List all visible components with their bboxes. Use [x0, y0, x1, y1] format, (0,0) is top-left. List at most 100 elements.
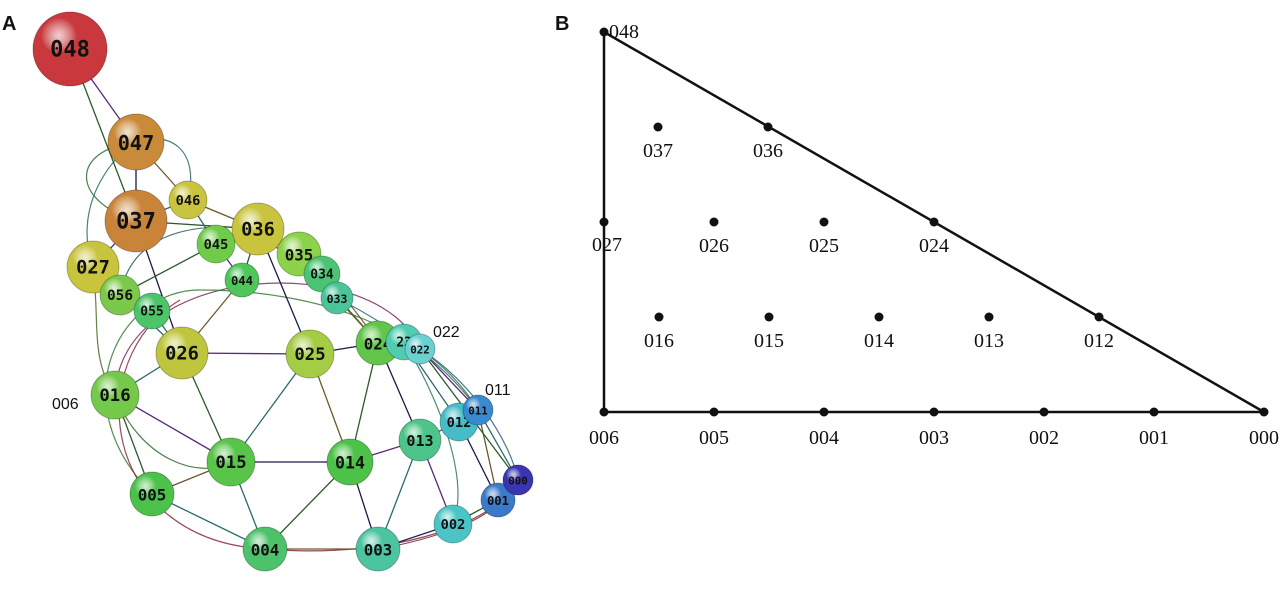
node-025: 025: [285, 329, 335, 379]
triangle-label: 004: [809, 427, 839, 449]
node-033: 033: [320, 281, 354, 315]
network-nodes: 048 047 037 046 036 027 045 044 035 034 033 056 055 0…: [32, 11, 534, 572]
node-022: 022: [404, 333, 436, 365]
node-highlight: [129, 471, 175, 517]
triangle-dot: [709, 407, 719, 417]
node-highlight: [231, 202, 285, 256]
node-016: 016: [90, 370, 140, 420]
triangle-point-024: 024: [919, 217, 949, 257]
panel-b-letter: B: [555, 13, 569, 35]
node-label: 035: [285, 246, 314, 265]
node-055: 055: [133, 292, 171, 330]
triangle-point-048: 048: [599, 21, 639, 43]
node-highlight: [433, 504, 473, 544]
triangle-point-025: 025: [809, 217, 839, 257]
node-label: 003: [364, 541, 393, 560]
node-014: 014: [326, 438, 374, 486]
node-label: 000: [508, 475, 528, 488]
node-label: 046: [176, 193, 201, 209]
node-highlight: [355, 526, 401, 572]
triangle-point-026: 026: [699, 217, 729, 257]
node-035: 035: [276, 231, 322, 277]
triangle-dot: [874, 312, 884, 322]
node-highlight: [104, 189, 168, 253]
node-044: 044: [224, 262, 260, 298]
node-label: 022: [410, 344, 430, 357]
node-highlight: [462, 394, 494, 426]
triangle-point-027: 027: [592, 217, 622, 256]
node-highlight: [480, 482, 516, 518]
node-label: 045: [204, 237, 229, 253]
triangle-dot: [599, 217, 609, 227]
node-highlight: [32, 11, 108, 87]
node-002: 002: [433, 504, 473, 544]
node-label: 025: [294, 345, 325, 365]
triangle-dot: [1149, 407, 1159, 417]
triangle-point-037: 037: [643, 122, 673, 162]
node-label: 027: [76, 258, 110, 279]
triangle-point-016: 016: [644, 312, 674, 352]
node-highlight: [133, 292, 171, 330]
node-highlight: [196, 224, 236, 264]
node-005: 005: [129, 471, 175, 517]
node-label: 044: [231, 274, 253, 288]
triangle-label: 025: [809, 235, 839, 257]
triangle-point-002: 002: [1029, 407, 1059, 449]
triangle-label: 000: [1249, 427, 1279, 449]
triangle-dot: [984, 312, 994, 322]
triangle-point-001: 001: [1139, 407, 1169, 449]
node-label: 001: [487, 494, 509, 508]
node-highlight: [90, 370, 140, 420]
triangle-dot: [654, 312, 664, 322]
triangle-dot: [653, 122, 663, 132]
node-015: 015: [206, 437, 256, 487]
node-highlight: [242, 526, 288, 572]
triangle-point-004: 004: [809, 407, 839, 449]
triangle-point-005: 005: [699, 407, 729, 449]
triangle-label: 026: [699, 235, 729, 257]
node-label: 036: [241, 220, 275, 241]
node-label: 002: [441, 517, 466, 533]
node-label: 012: [447, 415, 472, 431]
network-curve: [118, 299, 266, 550]
triangle-dot: [929, 217, 939, 227]
triangle-label: 037: [643, 140, 673, 162]
triangle-dot: [1094, 312, 1104, 322]
triangle-dot: [819, 217, 829, 227]
node-047: 047: [107, 113, 165, 171]
node-label: 033: [327, 292, 348, 306]
triangle-point-015: 015: [754, 312, 784, 352]
node-label: 011: [468, 405, 488, 418]
triangle-point-003: 003: [919, 407, 949, 449]
node-label: 005: [138, 486, 167, 505]
external-label-006: 006: [52, 396, 79, 413]
external-label-011: 011: [485, 382, 511, 399]
triangle-dot: [763, 122, 773, 132]
node-label: 056: [107, 288, 133, 304]
triangle-dot: [1259, 407, 1269, 417]
triangle-label: 048: [609, 21, 639, 43]
node-034: 034: [303, 255, 341, 293]
node-highlight: [206, 437, 256, 487]
node-000: 000: [502, 464, 534, 496]
node-011: 011: [462, 394, 494, 426]
triangle-point-000: 000: [1249, 407, 1279, 449]
triangle-label: 024: [919, 235, 949, 257]
node-004: 004: [242, 526, 288, 572]
triangle-points: 048 037 036 027 026 025 024 016 015 014 013 012 006 0…: [589, 21, 1279, 449]
panel-a: A 048 047 037 046 036 027 045 044 035 034 033 056 05…: [2, 11, 534, 572]
node-highlight: [107, 113, 165, 171]
triangle-label: 002: [1029, 427, 1059, 449]
node-024: 024: [355, 320, 401, 366]
panel-a-letter: A: [2, 13, 16, 35]
node-label: 016: [99, 386, 130, 406]
external-label-022: 022: [433, 324, 460, 341]
triangle-dot: [599, 27, 609, 37]
node-003: 003: [355, 526, 401, 572]
node-label: 013: [406, 432, 433, 450]
triangle-dot: [709, 217, 719, 227]
triangle-dot: [599, 407, 609, 417]
node-label: 015: [215, 453, 246, 473]
node-036: 036: [231, 202, 285, 256]
triangle-label: 013: [974, 330, 1004, 352]
